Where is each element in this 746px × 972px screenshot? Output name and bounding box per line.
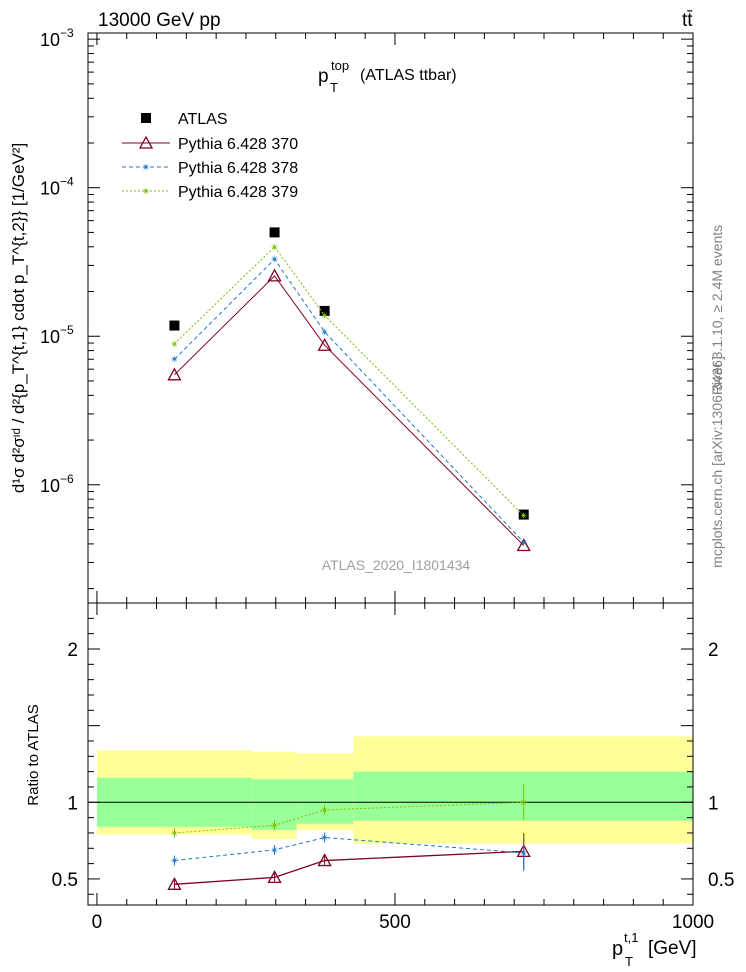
ratio-point-s2-2: ✴	[320, 805, 329, 817]
x-tick-label-2: 1000	[672, 912, 714, 933]
ratio-band-inner-3	[353, 771, 693, 821]
legend-marker-3: ✴	[141, 186, 150, 198]
ratio-plot-data: ✴ ✴ ✴ ✴ ✴ ✴ ✴ ✴	[167, 784, 531, 890]
ratio-band-inner-2	[296, 779, 354, 824]
legend-label-1: Pythia 6.428 370	[178, 136, 298, 153]
ratio-line-1	[174, 837, 524, 862]
legend-label-3: Pythia 6.428 379	[178, 184, 298, 201]
y-tick-label-base-2: 10	[40, 179, 60, 199]
ratio-point-s2-0: ✴	[170, 828, 179, 840]
x-tick-label-0: 0	[92, 912, 103, 933]
legend-label-2: Pythia 6.428 378	[178, 160, 298, 177]
energy-label: 13000 GeV pp	[98, 10, 221, 31]
series-line-2	[174, 258, 525, 543]
ratio-point-s1-1: ✴	[270, 845, 279, 857]
ratio-point-s2-1: ✴	[270, 820, 279, 832]
ratio-line-2	[174, 801, 524, 834]
data-point-s0-2	[319, 305, 330, 316]
data-point-s1-3	[516, 538, 531, 552]
data-point-s1-2	[317, 337, 332, 351]
legend-marker-2: ✴	[141, 162, 150, 174]
data-point-s3-3: ✴	[519, 511, 528, 523]
data-point-s2-2: ✴	[320, 327, 329, 339]
ratio-uncertainty-bands	[88, 736, 693, 844]
legend-marker-1	[138, 135, 154, 149]
data-point-s2-3: ✴	[519, 537, 528, 549]
ratio-point-s1-3: ✴	[519, 848, 528, 860]
x-label-unit: [GeV]	[648, 938, 697, 959]
legend-label-0: ATLAS	[178, 111, 228, 128]
ratio-y-tick-label-right-0: 0.5	[708, 870, 734, 891]
y-tick-label-exp-1: −5	[60, 323, 74, 337]
main-plot-data: ✴✴✴✴✴✴✴✴	[167, 227, 531, 552]
title-superscript: top	[331, 58, 349, 73]
data-point-s0-1	[269, 227, 280, 238]
ratio-y-axis-label: Ratio to ATLAS	[25, 704, 42, 805]
ratio-y-tick-label-left-1: 1	[67, 793, 78, 814]
x-tick-label-1: 500	[379, 912, 411, 933]
x-axis-label: p t,1 T [GeV]	[612, 930, 697, 969]
data-point-s2-1: ✴	[270, 254, 279, 266]
y-tick-label-exp-0: −6	[60, 472, 74, 486]
x-label-superscript: t,1	[624, 930, 638, 945]
y-axis-label: d¹σ d²σᶦᵈ / d²{p_T^{t,1} cdot p_T^{t,2}}…	[9, 143, 28, 493]
y-tick-label-base-0: 10	[40, 476, 60, 496]
ratio-point-s1-2: ✴	[320, 833, 329, 845]
mcplots-label: mcplots.cern.ch [arXiv:1306.3436]	[709, 356, 725, 568]
data-point-s3-1: ✴	[270, 242, 279, 254]
title-subscript: T	[330, 80, 338, 95]
ratio-point-s2-3: ✴	[519, 797, 528, 809]
data-point-s0-0	[169, 320, 180, 331]
data-point-s2-0: ✴	[170, 354, 179, 366]
ratio-y-tick-label-right-2: 2	[708, 640, 719, 661]
y-tick-label-exp-2: −4	[60, 175, 74, 189]
ratio-plot-frame	[87, 602, 694, 906]
ratio-y-tick-label-right-1: 1	[708, 793, 719, 814]
series-line-3	[174, 246, 525, 516]
ratio-point-s0-1	[267, 870, 282, 884]
rivet-label: Rivet 3.1.10, ≥ 2.4M events	[709, 225, 725, 395]
legend-marker-0	[141, 113, 151, 123]
plot-title: p top T (ATLAS ttbar)	[318, 58, 457, 95]
series-line-1	[174, 275, 525, 546]
ratio-y-tick-label-left-2: 2	[67, 640, 78, 661]
ratio-point-s0-2	[317, 853, 332, 867]
x-label-subscript: T	[625, 954, 633, 969]
y-tick-label-exp-3: −3	[60, 26, 74, 40]
ratio-point-s1-0: ✴	[170, 856, 179, 868]
process-label: tt̄	[682, 10, 693, 31]
data-point-s3-2: ✴	[320, 310, 329, 322]
legend: ATLAS Pythia 6.428 370 ✴ Pythia 6.428 378 ✴ P…	[122, 111, 298, 201]
ratio-y-tick-label-left-0: 0.5	[52, 870, 78, 891]
x-label-main: p	[612, 938, 623, 960]
analysis-label: ATLAS_2020_I1801434	[322, 557, 471, 573]
data-point-s0-3	[518, 509, 529, 520]
y-tick-label-base-3: 10	[40, 30, 60, 50]
data-point-s3-0: ✴	[170, 339, 179, 351]
title-rest: (ATLAS ttbar)	[360, 67, 457, 84]
title-main: p	[318, 66, 329, 87]
ratio-line-0	[174, 850, 524, 885]
data-point-s1-1	[267, 268, 282, 282]
y-tick-label-base-1: 10	[40, 327, 60, 347]
data-point-s1-0	[167, 367, 182, 381]
ratio-point-s0-0	[167, 876, 182, 890]
